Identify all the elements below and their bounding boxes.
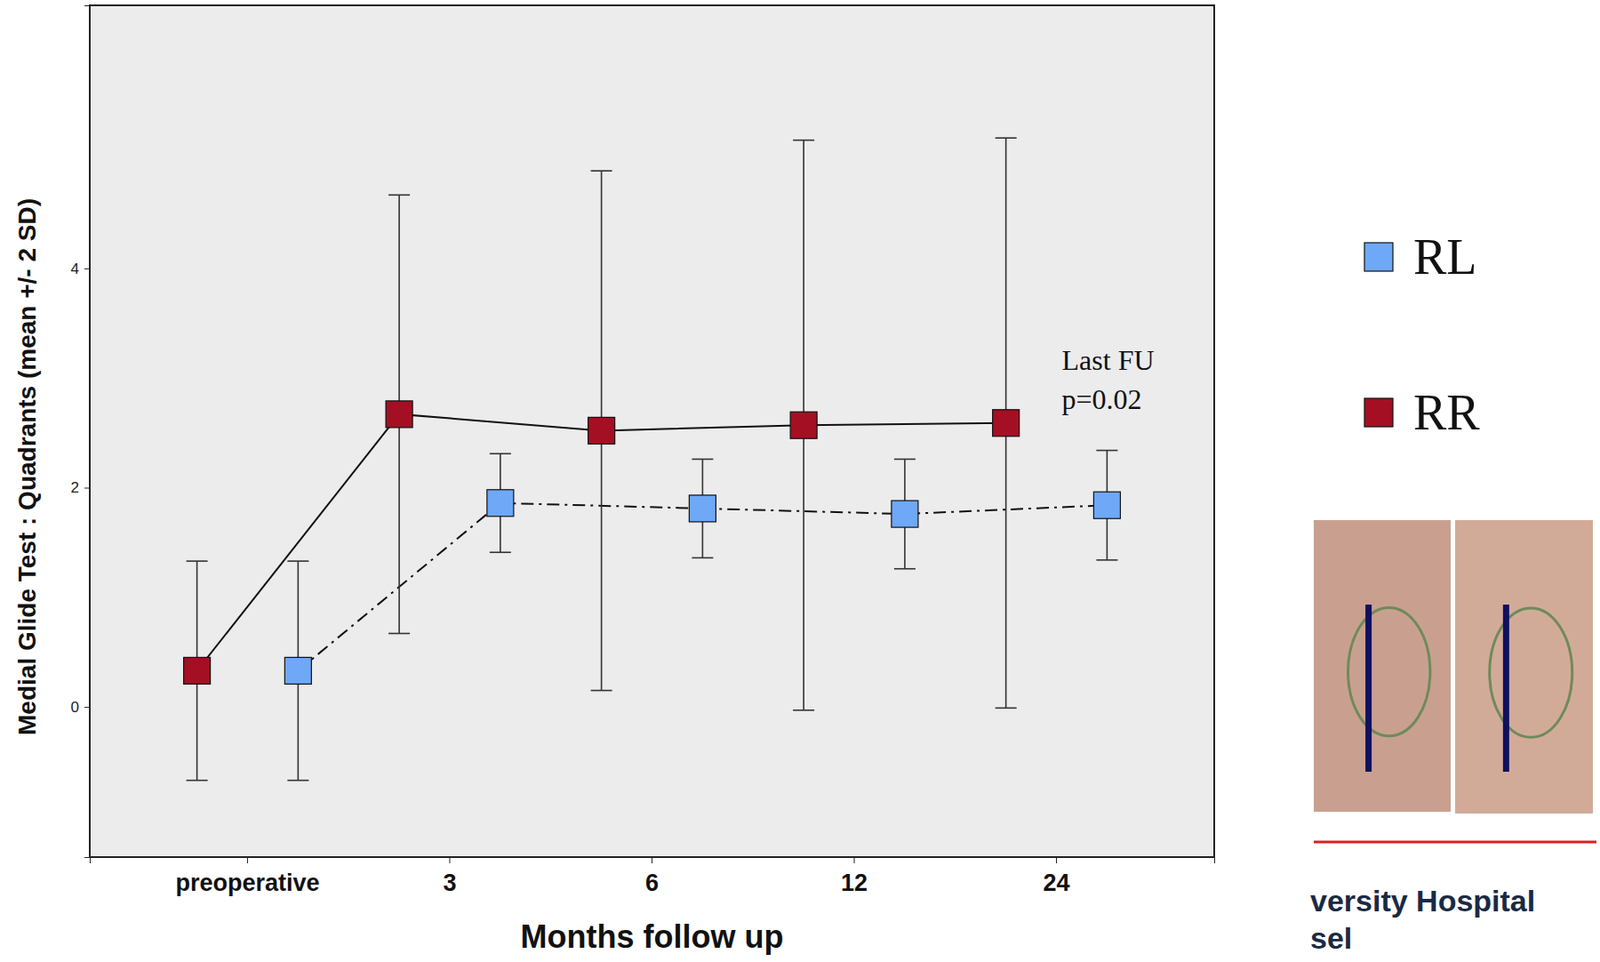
x-tick-mark bbox=[1056, 856, 1057, 864]
x-axis-line bbox=[90, 857, 1216, 864]
x-tick-label: 6 bbox=[645, 869, 659, 896]
plot: 024preoperative361224 bbox=[71, 5, 1216, 896]
y-tick-label: 2 bbox=[71, 479, 80, 496]
error-bar-cap bbox=[995, 707, 1017, 710]
plot-frame bbox=[89, 5, 1215, 857]
footer-text: sel bbox=[1310, 920, 1352, 955]
error-bar-cap bbox=[1096, 449, 1118, 452]
x-axis: preoperative 3 6 12 24 bbox=[90, 856, 1216, 896]
footer-rule bbox=[1313, 840, 1597, 844]
error-bar-cap bbox=[388, 193, 410, 196]
y-axis-title: Medial Glide Test : Quadrants (mean +/- … bbox=[13, 198, 41, 736]
error-bar-cap bbox=[591, 169, 613, 172]
x-tick-label: 12 bbox=[840, 869, 868, 896]
marker bbox=[992, 409, 1020, 437]
photo-detail bbox=[1348, 607, 1431, 736]
y-tick: 4 bbox=[71, 260, 90, 278]
x-tick: 6 bbox=[645, 856, 659, 896]
marker bbox=[891, 500, 919, 528]
x-tick-label: 24 bbox=[1043, 869, 1071, 896]
x-tick-mark bbox=[651, 856, 653, 864]
error-bar-cap bbox=[894, 458, 916, 461]
x-tick-mark bbox=[247, 856, 248, 864]
error-bar-cap bbox=[591, 689, 613, 692]
y-tick: 2 bbox=[71, 479, 90, 496]
error-bar-cap bbox=[287, 779, 309, 782]
x-tick: 12 bbox=[840, 856, 868, 896]
error-bar-cap bbox=[691, 557, 713, 560]
x-tick-label: 3 bbox=[442, 869, 456, 896]
marker bbox=[487, 489, 514, 517]
photo bbox=[1313, 520, 1451, 812]
photo-line bbox=[1503, 604, 1510, 772]
photo bbox=[1455, 520, 1593, 814]
footer-text: versity Hospital bbox=[1310, 883, 1536, 918]
legend-swatch bbox=[1364, 398, 1393, 427]
x-axis-title: Months follow up bbox=[520, 918, 784, 955]
marker bbox=[588, 416, 616, 444]
error-bar-cap bbox=[792, 709, 815, 712]
y-axis: 0 2 4 bbox=[71, 6, 91, 858]
x-tick-label: preoperative bbox=[175, 869, 320, 896]
x-tick: preoperative bbox=[175, 856, 320, 896]
marker bbox=[385, 400, 413, 428]
error-bar-cap bbox=[894, 568, 916, 570]
legend-label: RL bbox=[1413, 229, 1478, 285]
error-bar-cap bbox=[489, 551, 512, 553]
photo-detail bbox=[1489, 608, 1573, 737]
marker bbox=[184, 656, 211, 684]
photos bbox=[1313, 520, 1593, 814]
marker bbox=[1093, 491, 1120, 519]
annotation: Last FU bbox=[1062, 344, 1155, 376]
marker bbox=[790, 411, 817, 439]
error-bar-cap bbox=[287, 560, 309, 562]
error-bar-cap bbox=[1096, 559, 1118, 561]
error-bar-cap bbox=[995, 136, 1017, 139]
y-tick-label: 0 bbox=[71, 698, 80, 716]
legend-label: RR bbox=[1413, 384, 1480, 440]
x-tick: 24 bbox=[1043, 856, 1071, 896]
plot-background bbox=[89, 5, 1215, 857]
x-tick: 3 bbox=[442, 856, 456, 896]
error-bar-cap bbox=[186, 560, 208, 562]
x-tick-mark bbox=[448, 856, 450, 864]
error-bar-cap bbox=[489, 452, 512, 455]
error-bar-cap bbox=[186, 779, 208, 782]
legend-swatch bbox=[1364, 242, 1393, 272]
annotation: p=0.02 bbox=[1062, 383, 1143, 416]
legend: RL RR bbox=[1364, 229, 1480, 440]
marker bbox=[688, 495, 716, 522]
error-bar-cap bbox=[691, 458, 713, 461]
error-bar-cap bbox=[792, 139, 815, 142]
y-tick: 0 bbox=[71, 698, 90, 716]
chart: 024preoperative361224Last FUp=0.02Months… bbox=[0, 0, 1600, 962]
marker bbox=[284, 656, 312, 684]
x-tick-mark bbox=[854, 856, 856, 864]
marks bbox=[184, 137, 1121, 781]
photo-line bbox=[1365, 604, 1372, 772]
y-tick-label: 4 bbox=[71, 260, 80, 278]
error-bar-cap bbox=[388, 632, 410, 635]
